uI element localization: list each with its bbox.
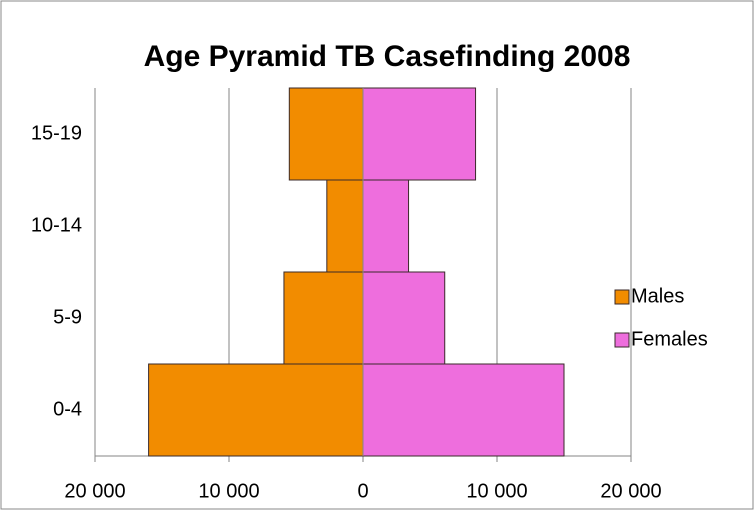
- bar: [362, 179, 410, 273]
- y-tick-label: 5-9: [53, 306, 82, 328]
- x-tick-label: 20 000: [600, 480, 661, 502]
- y-tick-label: 0-4: [53, 398, 82, 420]
- bar: [362, 363, 565, 457]
- bar: [326, 179, 364, 273]
- x-tick-label: 10 000: [466, 480, 527, 502]
- x-tick-label: 20 000: [64, 480, 125, 502]
- bar: [283, 271, 364, 365]
- legend-label: Males: [631, 285, 684, 307]
- bar: [148, 363, 364, 457]
- chart-title: Age Pyramid TB Casefinding 2008: [143, 40, 631, 73]
- x-tick-label: 0: [357, 480, 368, 502]
- legend-label: Females: [631, 328, 708, 350]
- legend-swatch: [614, 289, 630, 305]
- bar: [362, 87, 477, 181]
- x-tick-label: 10 000: [198, 480, 259, 502]
- y-tick-label: 15-19: [31, 122, 82, 144]
- bar: [288, 87, 364, 181]
- bar: [362, 271, 446, 365]
- legend-swatch: [614, 332, 630, 348]
- y-tick-label: 10-14: [31, 214, 82, 236]
